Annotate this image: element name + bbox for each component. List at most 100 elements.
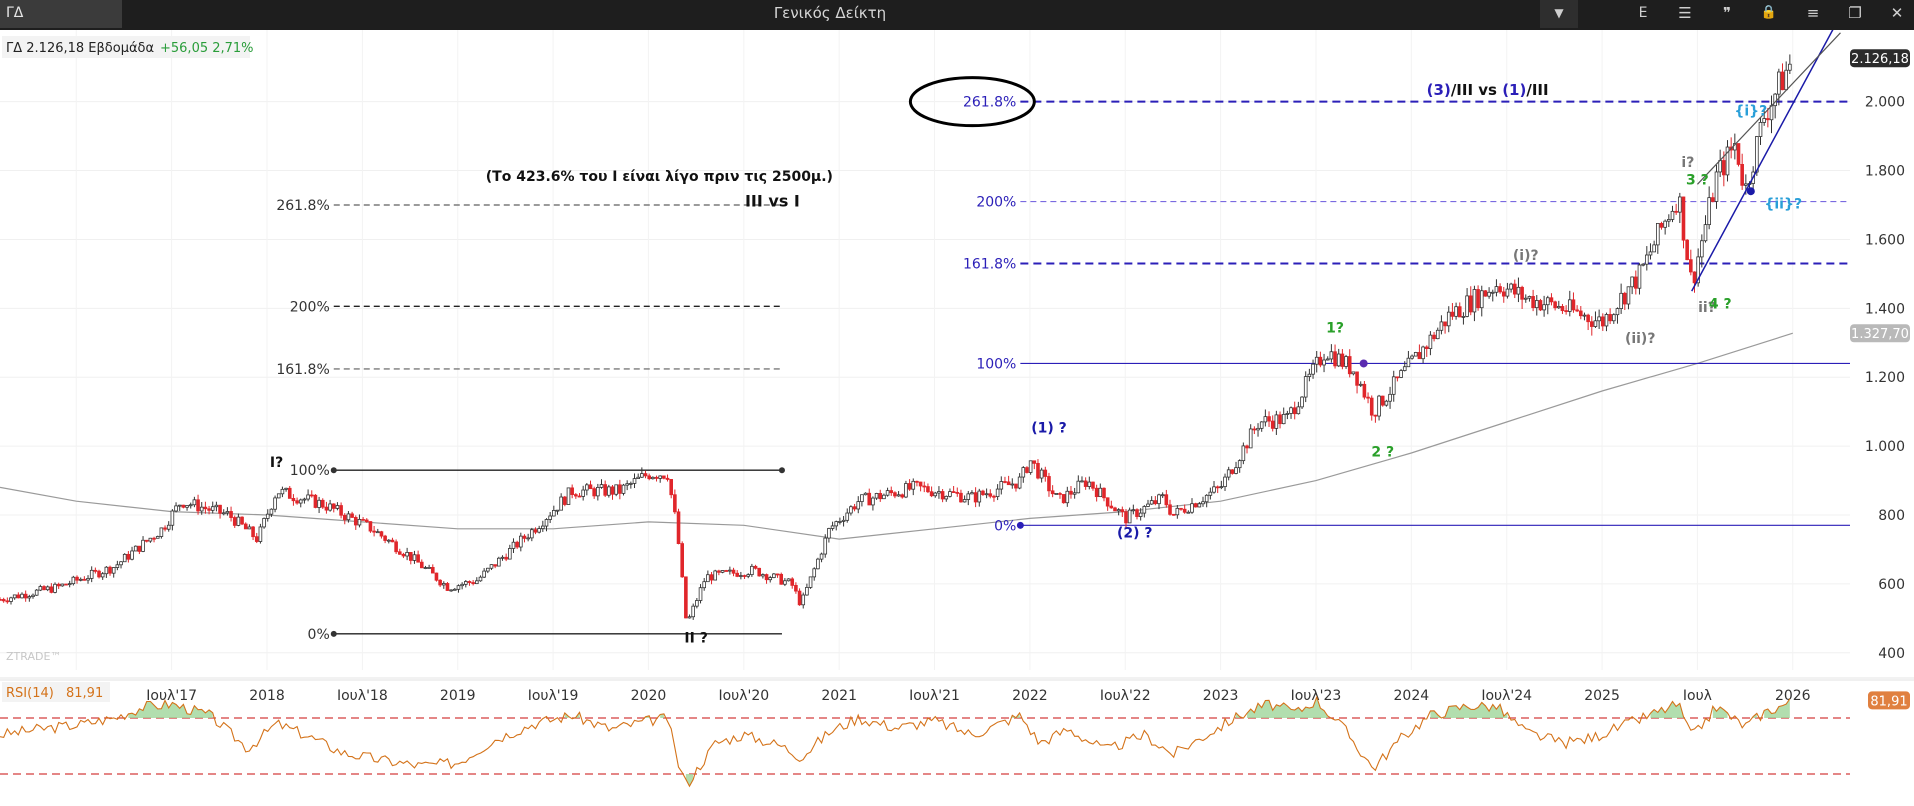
candle-body bbox=[1006, 481, 1011, 486]
pivot-dot bbox=[1359, 359, 1368, 368]
candle-body bbox=[805, 587, 809, 596]
symbol-input[interactable]: ΓΔ bbox=[0, 0, 122, 28]
x-tick-label: 2020 bbox=[631, 688, 667, 704]
candle-body bbox=[1586, 314, 1590, 323]
candle-body bbox=[1443, 321, 1447, 327]
candle-body bbox=[1711, 197, 1715, 202]
candle-body bbox=[1028, 460, 1033, 473]
candle-body bbox=[519, 535, 523, 548]
candle-body bbox=[210, 506, 215, 511]
x-tick-label: 2019 bbox=[440, 688, 476, 704]
candle-body bbox=[977, 490, 982, 503]
candle-body bbox=[1047, 476, 1051, 492]
price-chart[interactable]: 100% 0% 161.8% 200% 261.8% (Το 423.6% του I ε… bbox=[0, 30, 1914, 806]
candle-body bbox=[20, 593, 24, 599]
candle-body bbox=[1567, 299, 1572, 312]
candle-body bbox=[251, 526, 255, 538]
candle-body bbox=[566, 487, 571, 505]
candle-body bbox=[1215, 486, 1220, 489]
candle-body bbox=[1358, 383, 1363, 386]
candle-body bbox=[1608, 314, 1612, 322]
header-bg bbox=[2, 36, 250, 58]
candle-body bbox=[405, 551, 409, 557]
candle-body bbox=[232, 517, 237, 526]
candle-body bbox=[456, 585, 461, 590]
candle-body bbox=[713, 570, 718, 581]
candle-body bbox=[1171, 513, 1176, 516]
fib-left-level-label: 200% bbox=[290, 299, 330, 315]
candle-body bbox=[1549, 297, 1554, 303]
candle-body bbox=[273, 497, 277, 510]
close-icon[interactable]: ✕ bbox=[1890, 4, 1904, 22]
candle-body bbox=[1014, 483, 1018, 489]
quote-icon[interactable]: ❞ bbox=[1722, 4, 1732, 22]
candle-body bbox=[1248, 428, 1253, 449]
candle-body bbox=[1072, 492, 1077, 495]
candle-body bbox=[361, 519, 365, 521]
x-tick-label: 2025 bbox=[1584, 688, 1620, 704]
candle-body bbox=[1094, 487, 1099, 498]
candle-body bbox=[1505, 288, 1510, 297]
candle-body bbox=[570, 487, 574, 495]
indicator-e-icon[interactable]: E bbox=[1638, 5, 1648, 21]
candle-body bbox=[1336, 353, 1341, 367]
candle-body bbox=[559, 496, 563, 511]
candle-body bbox=[119, 561, 123, 566]
candle-body bbox=[416, 554, 420, 563]
candle-body bbox=[676, 511, 681, 545]
candle-body bbox=[1582, 314, 1587, 317]
candle-body bbox=[298, 499, 303, 504]
dropdown-button[interactable]: ▼ bbox=[1540, 0, 1578, 28]
candle-body bbox=[1788, 63, 1792, 71]
restore-icon[interactable]: ❐ bbox=[1848, 4, 1862, 22]
candle-body bbox=[823, 537, 828, 555]
wave-label: (ii)? bbox=[1625, 331, 1656, 347]
candle-body bbox=[526, 537, 530, 540]
candle-body bbox=[1333, 351, 1337, 367]
candle-body bbox=[306, 494, 310, 500]
x-tick-label: Ιουλ'21 bbox=[909, 688, 960, 704]
candle-body bbox=[1534, 300, 1539, 309]
candle-body bbox=[247, 526, 252, 530]
candle-body bbox=[1439, 321, 1444, 331]
candle-body bbox=[42, 586, 46, 591]
candle-body bbox=[1054, 493, 1059, 495]
candle-body bbox=[1329, 351, 1334, 360]
candle-body bbox=[995, 488, 1000, 498]
candle-body bbox=[812, 568, 817, 578]
candle-body bbox=[497, 557, 501, 567]
candle-body bbox=[1098, 487, 1103, 498]
candle-body bbox=[893, 492, 897, 497]
candle-body bbox=[819, 553, 824, 560]
candle-body bbox=[379, 531, 384, 537]
candle-body bbox=[1696, 256, 1700, 284]
x-tick-label: Ιουλ'24 bbox=[1481, 688, 1532, 704]
candle-body bbox=[845, 512, 850, 521]
wave-label: II ? bbox=[684, 630, 707, 646]
candle-body bbox=[951, 491, 956, 493]
ma-price-badge bbox=[1850, 324, 1910, 343]
candle-body bbox=[1395, 376, 1400, 379]
candle-body bbox=[1498, 286, 1502, 293]
rsi-oversold-fill bbox=[685, 774, 694, 787]
candle-body bbox=[152, 537, 156, 540]
candle-body bbox=[959, 492, 963, 503]
candle-body bbox=[1725, 146, 1730, 176]
candle-body bbox=[1670, 210, 1675, 220]
candle-body bbox=[148, 537, 153, 542]
candle-body bbox=[287, 487, 292, 499]
candle-body bbox=[64, 583, 68, 586]
candle-body bbox=[1124, 511, 1128, 524]
candle-body bbox=[1120, 509, 1125, 513]
candle-body bbox=[1523, 297, 1528, 300]
candle-body bbox=[981, 490, 985, 496]
chevron-down-icon[interactable]: ▼ bbox=[1554, 6, 1564, 20]
candle-body bbox=[647, 475, 651, 480]
lock-icon[interactable]: 🔒 bbox=[1760, 5, 1778, 20]
list-icon[interactable]: ☰ bbox=[1678, 4, 1692, 22]
candle-body bbox=[93, 569, 98, 572]
candle-body bbox=[1667, 219, 1671, 222]
candle-body bbox=[1025, 467, 1029, 473]
menu-icon[interactable]: ≡ bbox=[1806, 4, 1820, 22]
x-tick-label: Ιουλ'17 bbox=[146, 688, 197, 704]
